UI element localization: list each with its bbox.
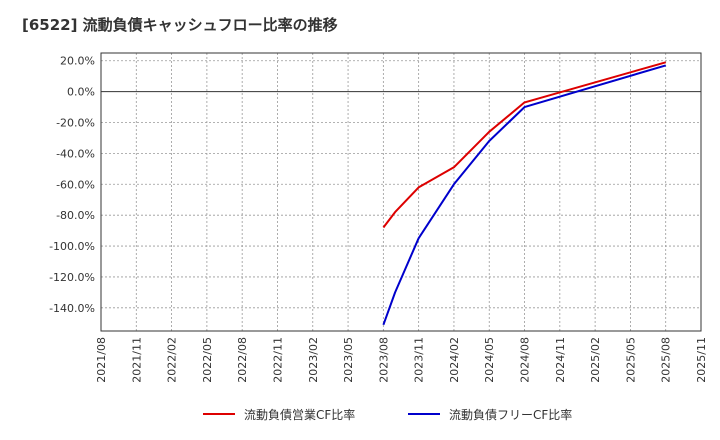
- series-line-operating-cf: [382, 61, 666, 229]
- x-tick-label: 2024/11: [554, 337, 567, 383]
- legend-label-operating-cf: 流動負債営業CF比率: [244, 407, 355, 422]
- x-tick-label: 2023/02: [307, 337, 320, 383]
- x-tick-label: 2022/11: [271, 337, 284, 383]
- y-tick-label: -80.0%: [56, 209, 95, 222]
- series-line-free-cf: [382, 64, 666, 326]
- legend-label-free-cf: 流動負債フリーCF比率: [449, 407, 572, 422]
- x-tick-label: 2022/02: [166, 337, 179, 383]
- x-tick-label: 2025/08: [660, 337, 673, 383]
- x-tick-label: 2021/08: [95, 337, 108, 383]
- y-tick-label: -60.0%: [56, 178, 95, 191]
- x-tick-label: 2024/08: [519, 337, 532, 383]
- x-tick-label: 2023/11: [413, 337, 426, 383]
- y-tick-label: -40.0%: [56, 147, 95, 160]
- x-tick-label: 2025/05: [624, 337, 637, 383]
- x-tick-label: 2023/05: [342, 337, 355, 383]
- series-layer: [382, 61, 666, 326]
- plot-frame: [100, 52, 702, 332]
- x-tick-label: 2021/11: [130, 337, 143, 383]
- y-tick-label: 0.0%: [67, 86, 95, 99]
- x-tick-label: 2025/02: [589, 337, 602, 383]
- x-tick-label: 2024/02: [448, 337, 461, 383]
- x-tick-label: 2022/05: [201, 337, 214, 383]
- x-tick-label: 2024/05: [483, 337, 496, 383]
- y-axis-ticks: 20.0% 0.0% -20.0% -40.0% -60.0% -80.0% -100.0%…: [49, 55, 95, 315]
- x-axis-ticks: 2021/08 2021/11 2022/02 2022/05 2022/08 2022/…: [95, 337, 708, 383]
- x-tick-label: 2023/08: [377, 337, 390, 383]
- y-tick-label: -20.0%: [56, 117, 95, 130]
- legend: 流動負債営業CF比率 流動負債フリーCF比率: [203, 407, 572, 422]
- y-tick-label: -100.0%: [49, 240, 95, 253]
- y-tick-label: -120.0%: [49, 271, 95, 284]
- chart-title: [6522] 流動負債キャッシュフロー比率の推移: [22, 16, 338, 34]
- y-tick-label: -140.0%: [49, 302, 95, 315]
- grid: [101, 53, 701, 331]
- y-tick-label: 20.0%: [60, 55, 95, 68]
- x-tick-label: 2025/11: [695, 337, 708, 383]
- x-tick-label: 2022/08: [236, 337, 249, 383]
